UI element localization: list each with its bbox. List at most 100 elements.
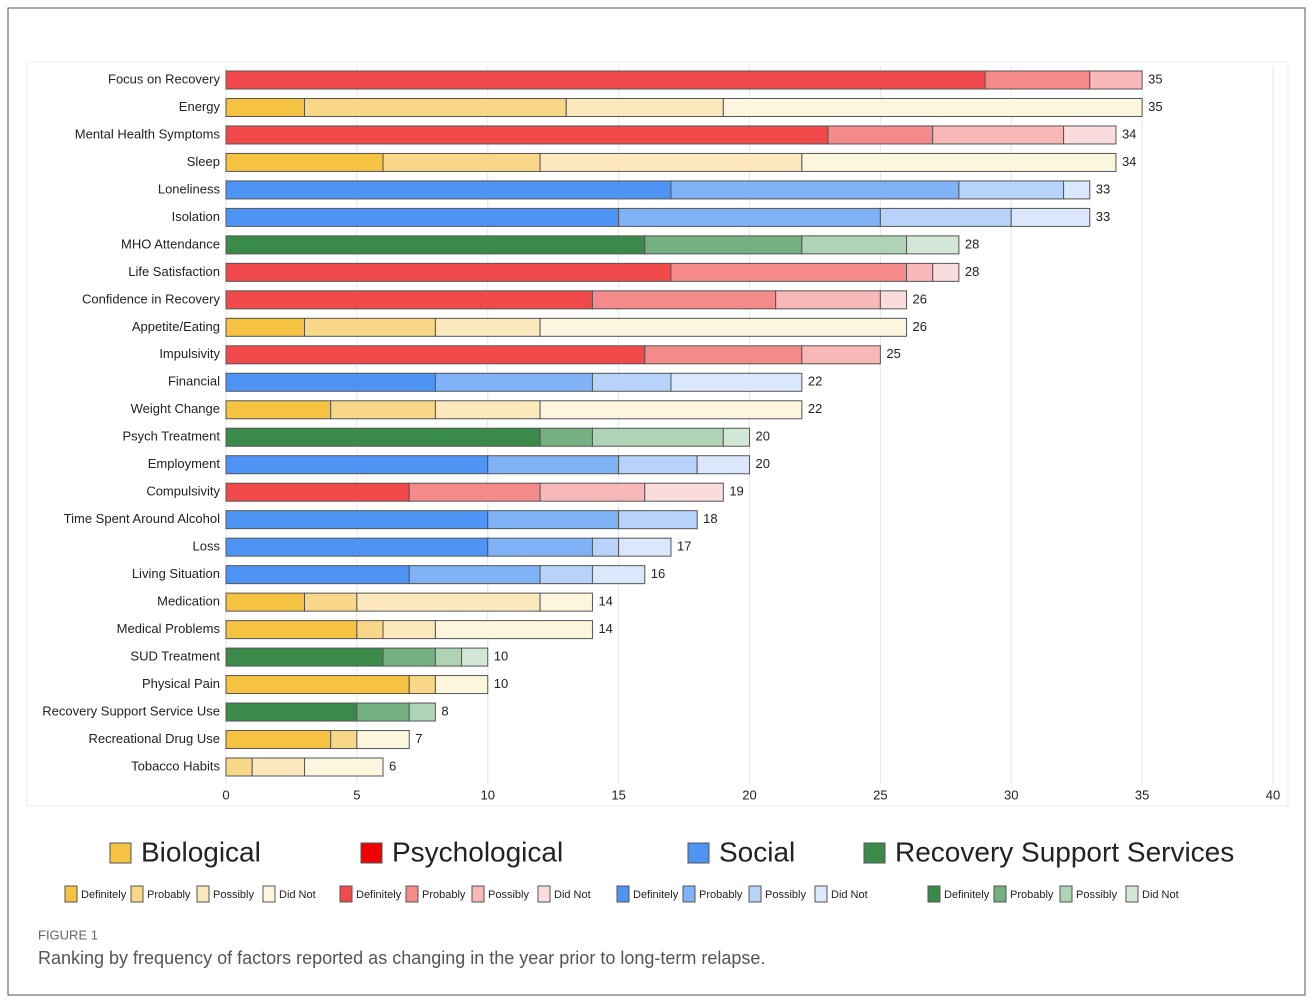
bar-segment	[618, 207, 881, 227]
bar-segment	[356, 592, 541, 612]
legend-swatch	[1125, 885, 1139, 903]
y-tick-label: Life Satisfaction	[128, 264, 220, 279]
total-label: 25	[886, 346, 900, 361]
bar-segment	[304, 757, 384, 777]
x-tick-label: 20	[742, 787, 756, 802]
total-label: 26	[913, 291, 927, 306]
legend-label: Probably	[1010, 889, 1054, 901]
bar-segment	[356, 620, 384, 640]
legend-label: Definitely	[356, 889, 402, 901]
bar-segment	[225, 592, 306, 612]
bar-segment	[591, 565, 646, 585]
bar-segment	[225, 180, 672, 200]
legend-label: Biological	[141, 836, 261, 867]
bar-segment	[591, 537, 620, 557]
legend-label: Possibly	[765, 889, 806, 901]
bar-segment	[434, 647, 463, 667]
bar-segment	[670, 372, 803, 392]
bar-segment	[801, 345, 881, 365]
bar-segment	[225, 482, 410, 502]
legend-swatch	[405, 885, 419, 903]
bar-segment	[1010, 207, 1091, 227]
bar-segment	[539, 592, 593, 612]
bar-segment	[225, 345, 646, 365]
legend-label: Probably	[147, 889, 191, 901]
bar-segment	[225, 427, 541, 447]
bar-segment	[932, 125, 1065, 145]
y-tick-label: Recovery Support Service Use	[42, 703, 220, 718]
bar-segment	[565, 97, 724, 117]
bar-segment	[408, 482, 541, 502]
bar-segment	[775, 290, 881, 310]
total-label: 35	[1148, 71, 1162, 86]
bar-segment	[539, 400, 803, 420]
legend-swatch	[1059, 885, 1073, 903]
bar-segment	[225, 97, 306, 117]
bar-segment	[356, 730, 410, 750]
x-tick-label: 30	[1004, 787, 1018, 802]
y-tick-label: Tobacco Habits	[131, 758, 220, 773]
bar-segment	[644, 235, 803, 255]
y-tick-label: Financial	[168, 374, 220, 389]
legend-label: Recovery Support Services	[895, 836, 1234, 867]
y-tick-label: Time Spent Around Alcohol	[64, 511, 220, 526]
bar-segment	[801, 152, 1117, 172]
bar-segment	[225, 537, 489, 557]
bar-segment	[330, 400, 436, 420]
legend-swatch	[687, 842, 710, 864]
legend-swatch	[616, 885, 630, 903]
bar-segment	[958, 180, 1065, 200]
legend-swatch	[471, 885, 485, 903]
legend-swatch	[863, 842, 886, 864]
total-label: 19	[729, 484, 743, 499]
bar-segment	[408, 675, 436, 695]
bar-segment	[670, 180, 960, 200]
legend-swatch	[360, 842, 383, 864]
bar-segment	[539, 427, 593, 447]
total-label: 8	[441, 703, 448, 718]
bar-segment	[644, 345, 803, 365]
y-tick-label: Weight Change	[131, 401, 220, 416]
total-label: 28	[965, 236, 979, 251]
legend-label: Definitely	[633, 889, 679, 901]
bar-segment	[434, 372, 593, 392]
bar-segment	[618, 455, 698, 475]
y-tick-label: Recreational Drug Use	[88, 731, 220, 746]
bar-segment	[225, 510, 489, 530]
bar-segment	[382, 152, 541, 172]
legend-swatch	[262, 885, 276, 903]
bar-segment	[225, 757, 253, 777]
total-label: 20	[756, 456, 770, 471]
legend-swatch	[814, 885, 828, 903]
total-label: 7	[415, 731, 422, 746]
bar-segment	[879, 207, 1012, 227]
bar-segment	[225, 702, 358, 722]
y-tick-label: Energy	[179, 99, 221, 114]
bar-segment	[434, 675, 489, 695]
legend-swatch	[682, 885, 696, 903]
bar-segment	[304, 317, 436, 337]
y-tick-label: Medication	[157, 594, 220, 609]
bar-segment	[487, 510, 620, 530]
bar-segment	[1089, 70, 1143, 90]
bar-segment	[330, 730, 358, 750]
y-tick-label: Loss	[193, 539, 221, 554]
bar-segment	[225, 400, 332, 420]
legend-swatch	[196, 885, 210, 903]
bar-segment	[382, 620, 436, 640]
bar-segment	[434, 317, 541, 337]
total-label: 34	[1122, 126, 1136, 141]
bar-segment	[225, 152, 384, 172]
bar-segment	[225, 565, 410, 585]
bar-segment	[304, 97, 567, 117]
legend-swatch	[537, 885, 551, 903]
legend-label: Psychological	[392, 836, 563, 867]
bar-segment	[591, 427, 724, 447]
legend-swatch	[339, 885, 353, 903]
legend-label: Probably	[422, 889, 466, 901]
total-label: 14	[598, 621, 612, 636]
bar-segment	[670, 262, 908, 282]
legend-swatch	[748, 885, 762, 903]
bar-segment	[225, 455, 489, 475]
